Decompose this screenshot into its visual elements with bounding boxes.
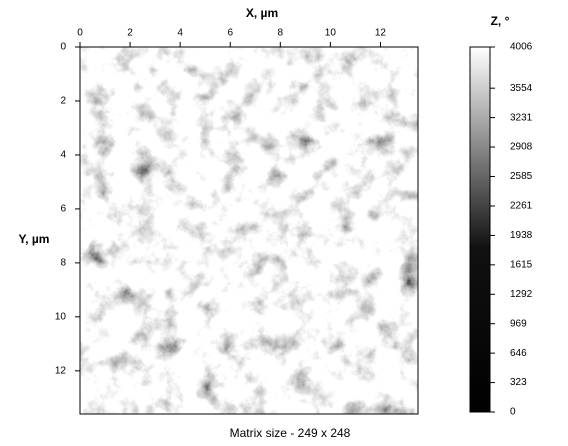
x-tick-label: 0 bbox=[77, 28, 83, 39]
x-tick-label: 6 bbox=[227, 28, 233, 39]
colorbar-tick-label: 0 bbox=[510, 407, 516, 418]
afm-image bbox=[80, 47, 418, 414]
x-axis-label: X, µm bbox=[246, 6, 278, 20]
y-tick-label: 12 bbox=[55, 365, 67, 376]
colorbar-tick-label: 3554 bbox=[510, 83, 533, 94]
y-tick-label: 10 bbox=[55, 311, 67, 322]
colorbar-tick-label: 4006 bbox=[510, 42, 533, 53]
chart: X, µm Y, µm Z, ° Matrix size - 249 x 248… bbox=[0, 0, 568, 446]
x-tick-label: 10 bbox=[325, 28, 337, 39]
x-tick-label: 12 bbox=[375, 28, 387, 39]
colorbar-tick-label: 646 bbox=[510, 348, 527, 359]
colorbar-tick-label: 969 bbox=[510, 318, 527, 329]
colorbar-tick-label: 1938 bbox=[510, 230, 533, 241]
colorbar-tick-label: 1615 bbox=[510, 259, 533, 270]
colorbar-tick-label: 2261 bbox=[510, 201, 533, 212]
y-tick-label: 8 bbox=[60, 258, 66, 269]
colorbar-label: Z, ° bbox=[491, 14, 510, 28]
y-tick-label: 4 bbox=[60, 150, 66, 161]
colorbar-tick-label: 3231 bbox=[510, 112, 533, 123]
footer: Matrix size - 249 x 248 bbox=[230, 426, 351, 440]
colorbar-tick-label: 323 bbox=[510, 377, 527, 388]
colorbar-tick-label: 2585 bbox=[510, 171, 533, 182]
y-tick-label: 2 bbox=[60, 96, 66, 107]
y-tick-label: 0 bbox=[60, 42, 66, 53]
x-tick-label: 4 bbox=[177, 28, 183, 39]
y-axis-label: Y, µm bbox=[19, 232, 50, 246]
x-tick-label: 2 bbox=[127, 28, 133, 39]
y-tick-label: 6 bbox=[60, 204, 66, 215]
x-tick-label: 8 bbox=[278, 28, 284, 39]
colorbar bbox=[470, 47, 490, 412]
colorbar-tick-label: 2908 bbox=[510, 142, 533, 153]
colorbar-tick-label: 1292 bbox=[510, 289, 533, 300]
